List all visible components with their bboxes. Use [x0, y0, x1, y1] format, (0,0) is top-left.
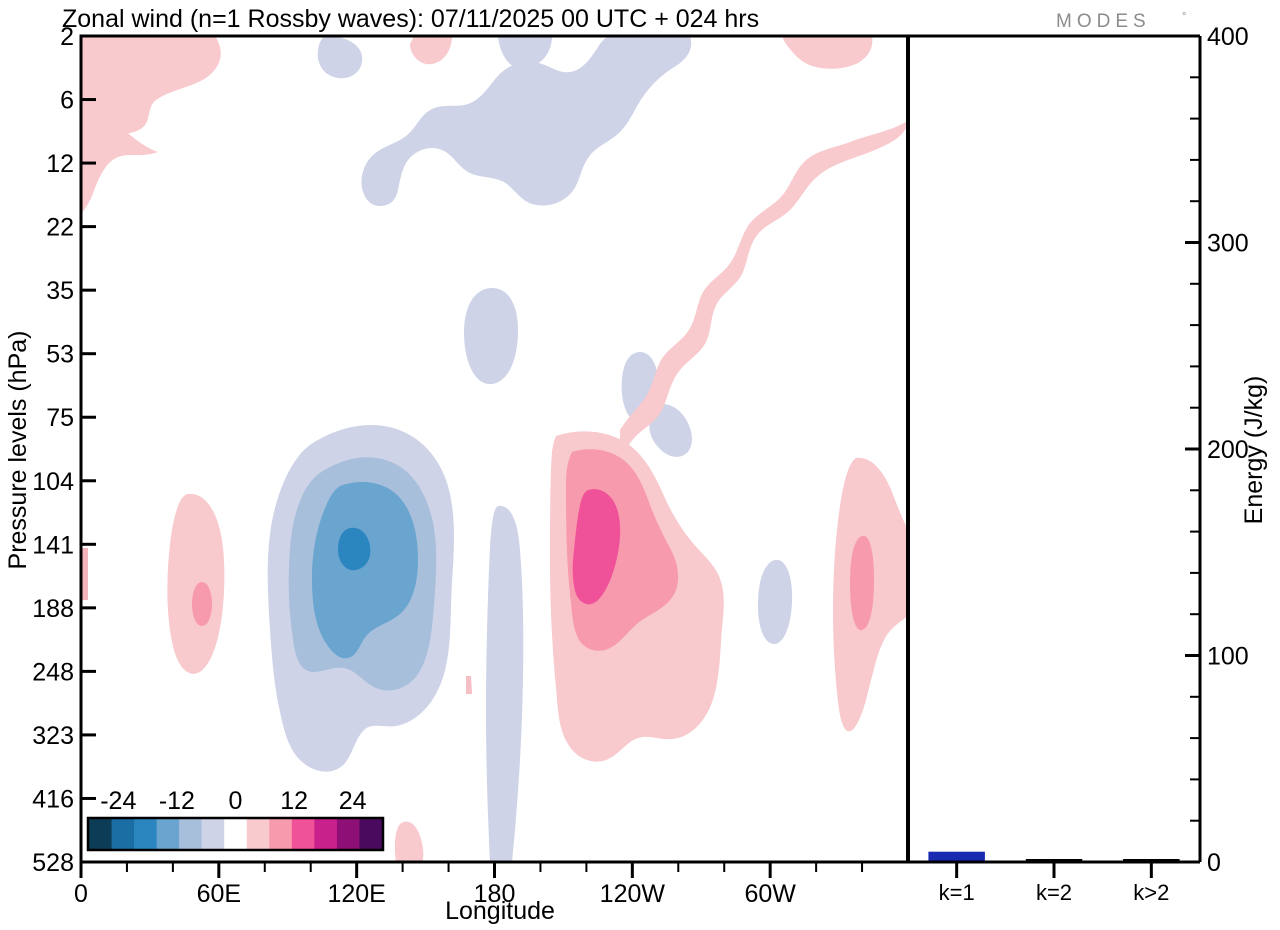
contour-band-positive-right-main: [620, 122, 906, 458]
colorbar-tick-label: 0: [229, 787, 243, 815]
colorbar-swatch: [291, 819, 315, 849]
colorbar-swatch: [246, 819, 270, 849]
energy-panel: 0 100 200 300 400 k=1 k=2 k>2 Energy (J/kg): [906, 23, 1268, 905]
colorbar-tick-labels: -24 -12 0 12 24: [100, 787, 366, 815]
colorbar-swatch: [314, 819, 338, 849]
longitude-tick-label: 180: [474, 880, 516, 908]
contour-band-positive-westerly-core: [572, 489, 621, 605]
contour-band-negative-easterly-nucleus: [338, 527, 371, 571]
colorbar-swatch: [359, 819, 383, 849]
figure-title: Zonal wind (n=1 Rossby waves): 07/11/202…: [62, 5, 759, 33]
contour-band-negative-stratosphere-main: [361, 36, 692, 206]
colorbar-swatch: [336, 819, 360, 849]
longitude-tick-label: 120W: [600, 880, 666, 908]
colorbar-swatch: [201, 819, 225, 849]
colorbar-swatch: [179, 819, 203, 849]
colorbar-tick-label: -12: [159, 787, 195, 815]
longitude-axis-label: Longitude: [445, 897, 555, 925]
longitude-tick-label: 120E: [327, 880, 385, 908]
pressure-tick-label: 104: [32, 468, 74, 496]
colorbar-swatch: [269, 819, 293, 849]
contour-panel: 2 6 12 22 35 53 75 104 141 188 248 323 416 528 Pressu…: [4, 23, 910, 925]
energy-category-label: k=1: [939, 880, 975, 905]
pressure-tick-label: 416: [32, 785, 74, 813]
modes-logo-degree-icon: °: [1182, 11, 1186, 23]
colorbar-tick-label: 12: [280, 787, 308, 815]
energy-tick-label: 0: [1207, 849, 1221, 877]
energy-plot-background: [908, 36, 1200, 862]
colorbar: -24 -12 0 12 24: [86, 787, 385, 852]
colorbar-swatch: [156, 819, 180, 849]
contour-band-negative-top-190e: [498, 36, 552, 68]
contour-band-negative-tongue-150w: [649, 404, 692, 457]
energy-bar-category-labels: k=1 k=2 k>2: [939, 862, 1169, 905]
pressure-tick-label: 6: [60, 87, 74, 115]
contour-field: [81, 36, 908, 862]
energy-category-label: k>2: [1133, 880, 1169, 905]
colorbar-swatch: [89, 819, 113, 849]
contour-band-negative-easterly-core: [312, 482, 418, 659]
contour-band-positive-speck-165e: [466, 676, 472, 694]
pressure-tick-label: 75: [46, 404, 74, 432]
pressure-tick-label: 248: [32, 658, 74, 686]
energy-axis-label: Energy (J/kg): [1240, 376, 1268, 525]
pressure-tick-label: 35: [46, 277, 74, 305]
colorbar-tick-label: 24: [339, 787, 367, 815]
pressure-tick-label: 528: [32, 849, 74, 877]
contour-band-positive-top-160e: [410, 36, 452, 65]
colorbar-tick-label: -24: [100, 787, 136, 815]
contour-band-negative-oval-85w: [757, 559, 793, 644]
contour-band-positive-oval-50e: [167, 493, 225, 674]
energy-category-label: k=2: [1036, 880, 1072, 905]
contour-band-positive-left-edge-sliver: [81, 548, 88, 600]
pressure-tick-label: 323: [32, 722, 74, 750]
contour-band-positive-stratosphere-left-b: [81, 116, 158, 214]
colorbar-swatch: [224, 819, 248, 849]
pressure-axis-label: Pressure levels (hPa): [4, 331, 32, 570]
pressure-tick-label: 22: [46, 214, 74, 242]
colorbar-swatches: [89, 819, 383, 849]
longitude-tick-label: 60E: [197, 880, 241, 908]
pressure-tick-label: 188: [32, 595, 74, 623]
contour-band-positive-bottom-145e: [394, 821, 424, 862]
contour-band-positive-right-stratosphere: [782, 36, 873, 69]
energy-bar: [928, 851, 985, 862]
pressure-tick-label: 53: [46, 341, 74, 369]
longitude-tick-label: 0: [74, 880, 88, 908]
energy-tick-label: 300: [1207, 230, 1249, 258]
longitude-tick-label: 60W: [744, 880, 796, 908]
longitude-axis-ticks: 0 60E 120E 180 120W 60W: [74, 862, 864, 908]
pressure-axis-ticks: 2 6 12 22 35 53 75 104 141 188 248 323 416 528: [32, 23, 96, 877]
colorbar-swatch: [134, 819, 158, 849]
colorbar-swatch: [111, 819, 135, 849]
contour-band-positive-oval-50e-core: [192, 582, 212, 626]
modes-logo-text: MODES: [1056, 11, 1151, 32]
contour-band-positive-oval-20w-core: [850, 535, 874, 631]
energy-axis-ticks: 0 100 200 300 400: [1185, 23, 1249, 877]
contour-band-negative-column-180: [486, 505, 524, 862]
pressure-tick-label: 2: [60, 23, 74, 51]
contour-band-negative-top-95e: [317, 36, 363, 79]
pressure-tick-label: 141: [32, 531, 74, 559]
energy-tick-label: 400: [1207, 23, 1249, 51]
contour-band-negative-oval-110e: [464, 288, 518, 385]
pressure-tick-label: 12: [46, 150, 74, 178]
energy-tick-label: 200: [1207, 436, 1249, 464]
colorbar-frame: [86, 816, 385, 852]
energy-tick-label: 100: [1207, 643, 1249, 671]
